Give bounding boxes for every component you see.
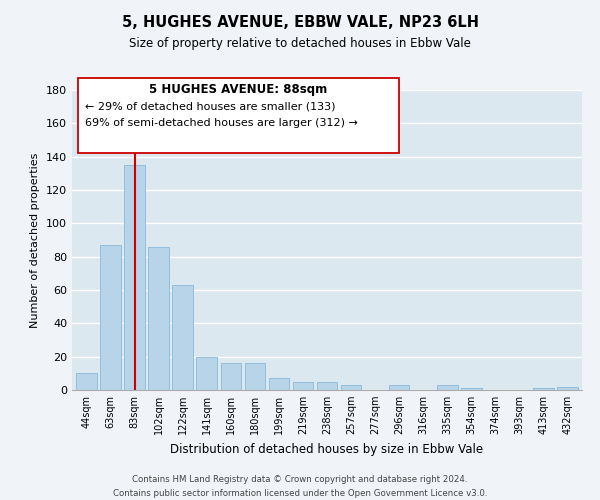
Bar [221,364,241,390]
Text: 5, HUGHES AVENUE, EBBW VALE, NP23 6LH: 5, HUGHES AVENUE, EBBW VALE, NP23 6LH [121,15,479,30]
Y-axis label: Number of detached properties: Number of detached properties [31,152,40,328]
Bar [389,385,409,390]
Bar [341,385,361,390]
Bar [269,378,289,390]
Bar [196,356,217,390]
Text: Contains HM Land Registry data © Crown copyright and database right 2024.
Contai: Contains HM Land Registry data © Crown c… [113,476,487,498]
Bar [533,388,554,390]
Text: 69% of semi-detached houses are larger (312) →: 69% of semi-detached houses are larger (… [85,118,358,128]
Bar [100,245,121,390]
Text: Size of property relative to detached houses in Ebbw Vale: Size of property relative to detached ho… [129,38,471,51]
Bar [245,364,265,390]
Text: 5 HUGHES AVENUE: 88sqm: 5 HUGHES AVENUE: 88sqm [149,84,328,96]
Bar [124,165,145,390]
Bar [557,386,578,390]
X-axis label: Distribution of detached houses by size in Ebbw Vale: Distribution of detached houses by size … [170,442,484,456]
Bar [172,285,193,390]
Bar [317,382,337,390]
Bar [437,385,458,390]
Bar [148,246,169,390]
Text: ← 29% of detached houses are smaller (133): ← 29% of detached houses are smaller (13… [85,102,336,112]
Bar [461,388,482,390]
Bar [293,382,313,390]
Bar [76,374,97,390]
